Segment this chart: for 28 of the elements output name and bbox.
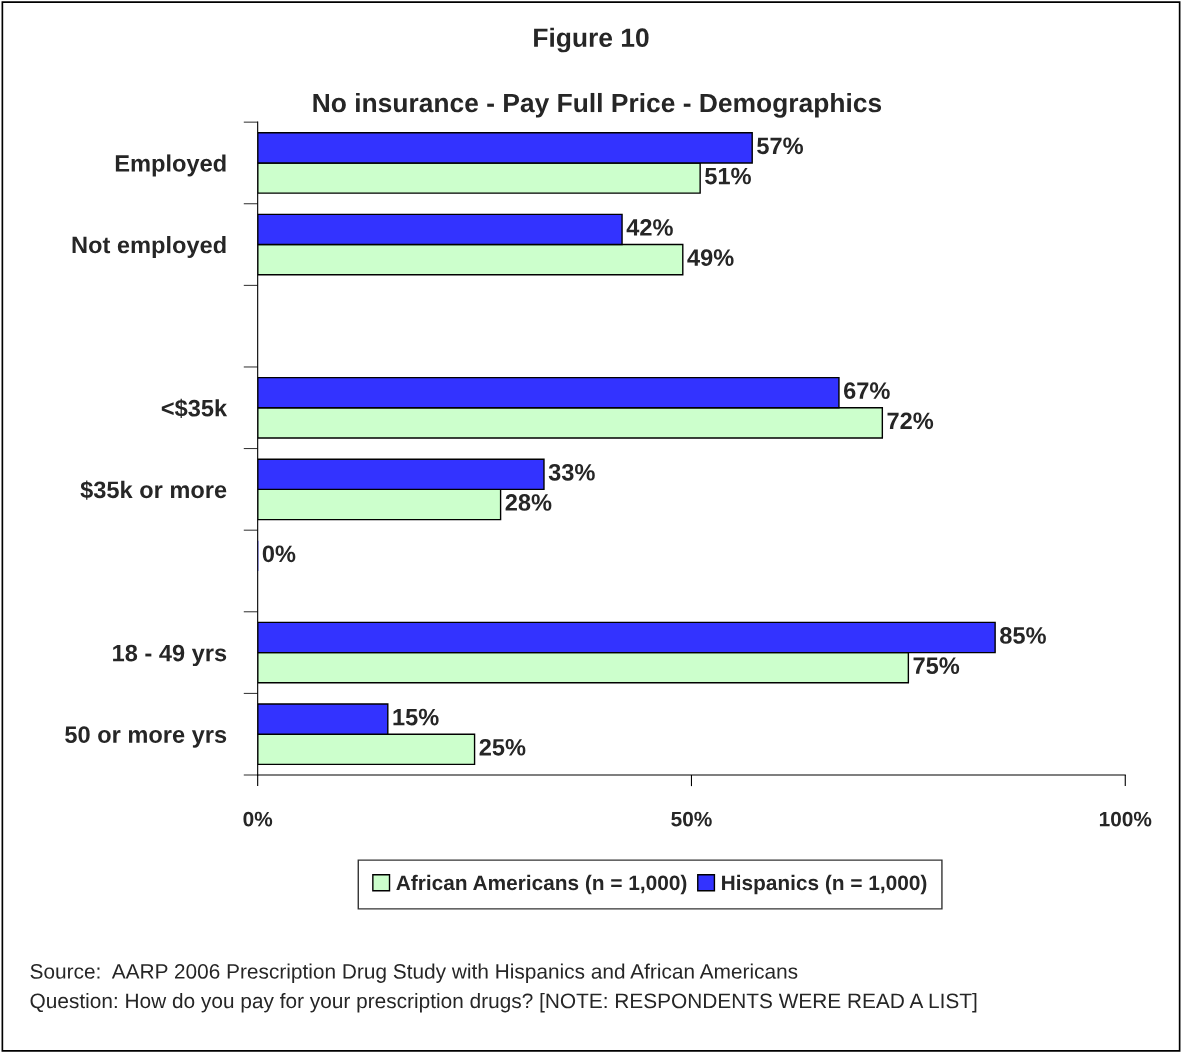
data-label: 0%	[262, 545, 296, 563]
y-tick-label: <$35k	[161, 398, 228, 419]
y-tick-label: $35k or more	[80, 480, 227, 500]
data-label: 72%	[887, 412, 934, 430]
y-tick-label: 18 - 49 yrs	[113, 644, 227, 667]
data-label: 57%	[757, 137, 803, 155]
x-tick-label: 50%	[671, 811, 712, 827]
data-label: 85%	[1000, 627, 1046, 644]
data-label: 49%	[687, 249, 734, 266]
text: Question: How do you pay for your prescription drugs? [NOTE: RESPONDENTS WERE READ A LIST]	[30, 992, 977, 1013]
y-tick-label: Not employed	[72, 236, 226, 259]
data-label: 51%	[705, 167, 751, 185]
chart-subtitle: No insurance - Pay Full Price - Demographics	[313, 92, 882, 118]
source-note: Source: AARP 2006 Prescription Drug Study with Hispanics and African Americans	[30, 963, 798, 983]
x-tick-label: 0%	[243, 811, 273, 827]
legend-label: African Americans (n = 1,000)	[396, 874, 687, 895]
data-label: 25%	[479, 738, 526, 756]
data-label: 28%	[505, 494, 552, 511]
y-tick-label: Employed	[115, 154, 226, 177]
data-label: 75%	[913, 657, 960, 675]
chart-title: Figure 10	[534, 27, 649, 53]
data-label: 33%	[548, 463, 595, 481]
data-label: 15%	[393, 708, 439, 726]
data-label: 42%	[626, 219, 673, 236]
legend-label: Hispanics (n = 1,000)	[722, 874, 927, 895]
y-tick-label: 50 or more yrs	[65, 726, 227, 748]
x-tick-label: 100%	[1099, 811, 1152, 827]
data-label: 67%	[843, 382, 890, 400]
